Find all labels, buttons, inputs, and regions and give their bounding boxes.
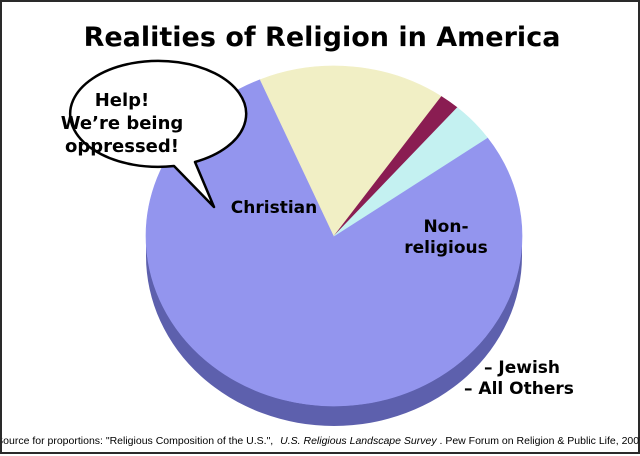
label-non-religious-line-2: religious [404, 238, 487, 258]
bubble-line-2: We’re being [61, 113, 184, 134]
label-all-others: – All Others [464, 379, 574, 399]
label-jewish: – Jewish [484, 358, 560, 378]
label-non-religious-line-1: Non- [423, 217, 468, 237]
bubble-line-1: Help! [95, 90, 150, 111]
source-footnote: Source for proportions: "Religious Compo… [2, 435, 640, 447]
source-part-1: Source for proportions: "Religious Compo… [2, 435, 273, 447]
chart-title: Realities of Religion in America [84, 22, 561, 53]
source-part-2: . Pew Forum on Religion & Public Life, 2… [440, 435, 640, 447]
source-survey-name: U.S. Religious Landscape Survey [280, 435, 437, 447]
bubble-line-3: oppressed! [65, 136, 179, 157]
label-christian: Christian [231, 198, 317, 218]
